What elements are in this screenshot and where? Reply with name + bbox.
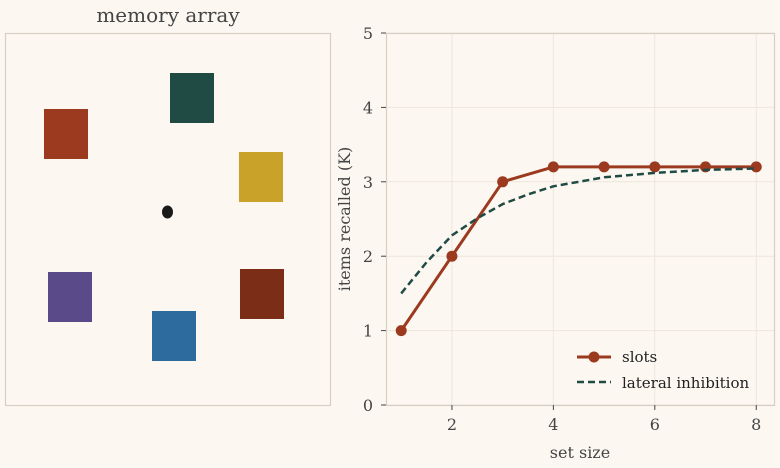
data-point-slots [750,161,762,173]
x-axis-label: set size [550,443,610,462]
tick-label-y: 0 [363,396,373,415]
memory-array-title: memory array [96,3,240,27]
square-mustard [239,152,283,202]
data-point-slots [547,161,559,173]
memory-array-frame [4,32,332,407]
square-dark-green [170,73,214,123]
y-axis-label: items recalled (K) [335,147,354,292]
data-point-slots [598,161,610,173]
square-blue [152,311,196,361]
plot-frame [385,32,776,407]
data-point-slots [446,250,458,262]
axis-ticks: 0 1 2 3 4 5 2 4 6 8 [363,24,762,434]
tick-label-y: 1 [363,322,373,341]
tick-label-y: 3 [363,173,373,192]
tick-label-x: 8 [751,415,761,434]
tick-label-x: 6 [650,415,660,434]
legend-label-slots: slots [622,348,657,366]
data-point-slots [497,176,509,188]
series-layer [395,161,762,337]
square-brown-red [240,269,284,319]
fixation-dot [162,205,173,219]
tick-label-x: 4 [548,415,558,434]
chart-grid [386,32,774,406]
series-line-slots [399,165,757,332]
square-red-orange [44,109,88,159]
tick-label-y: 2 [363,247,373,266]
legend-marker-slots [588,351,600,363]
legend: slots lateral inhibition [577,348,749,392]
square-purple [48,272,92,322]
tick-label-y: 4 [363,98,373,117]
data-point-slots [649,161,661,173]
legend-label-lateral-inhibition: lateral inhibition [622,374,749,392]
series-line-lateral-inhibition [400,167,757,295]
tick-label-x: 2 [447,415,457,434]
data-point-slots [395,325,407,337]
tick-label-y: 5 [363,24,373,43]
